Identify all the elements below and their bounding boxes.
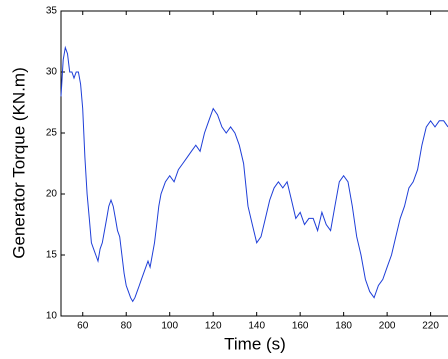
x-tick-label: 140 (248, 321, 265, 332)
data-line (60, 45, 448, 303)
y-tick-label: 15 (46, 250, 58, 261)
x-tick-label: 200 (379, 321, 396, 332)
y-axis-label: Generator Torque (KN.m) (9, 67, 28, 258)
x-tick-label: 160 (292, 321, 309, 332)
plot-frame (60, 10, 448, 317)
x-tick-label: 220 (422, 321, 439, 332)
x-tick-label: 120 (205, 321, 222, 332)
y-tick-label: 30 (46, 67, 58, 78)
y-tick-label: 20 (46, 189, 58, 200)
y-tick-label: 10 (46, 311, 58, 322)
y-tick-label: 25 (46, 128, 58, 139)
x-tick-label: 80 (121, 321, 133, 332)
x-tick-label: 100 (161, 321, 178, 332)
x-tick-label: 180 (335, 321, 352, 332)
x-axis-label: Time (s) (224, 334, 286, 353)
x-tick-label: 60 (77, 321, 89, 332)
y-tick-label: 35 (46, 6, 58, 17)
